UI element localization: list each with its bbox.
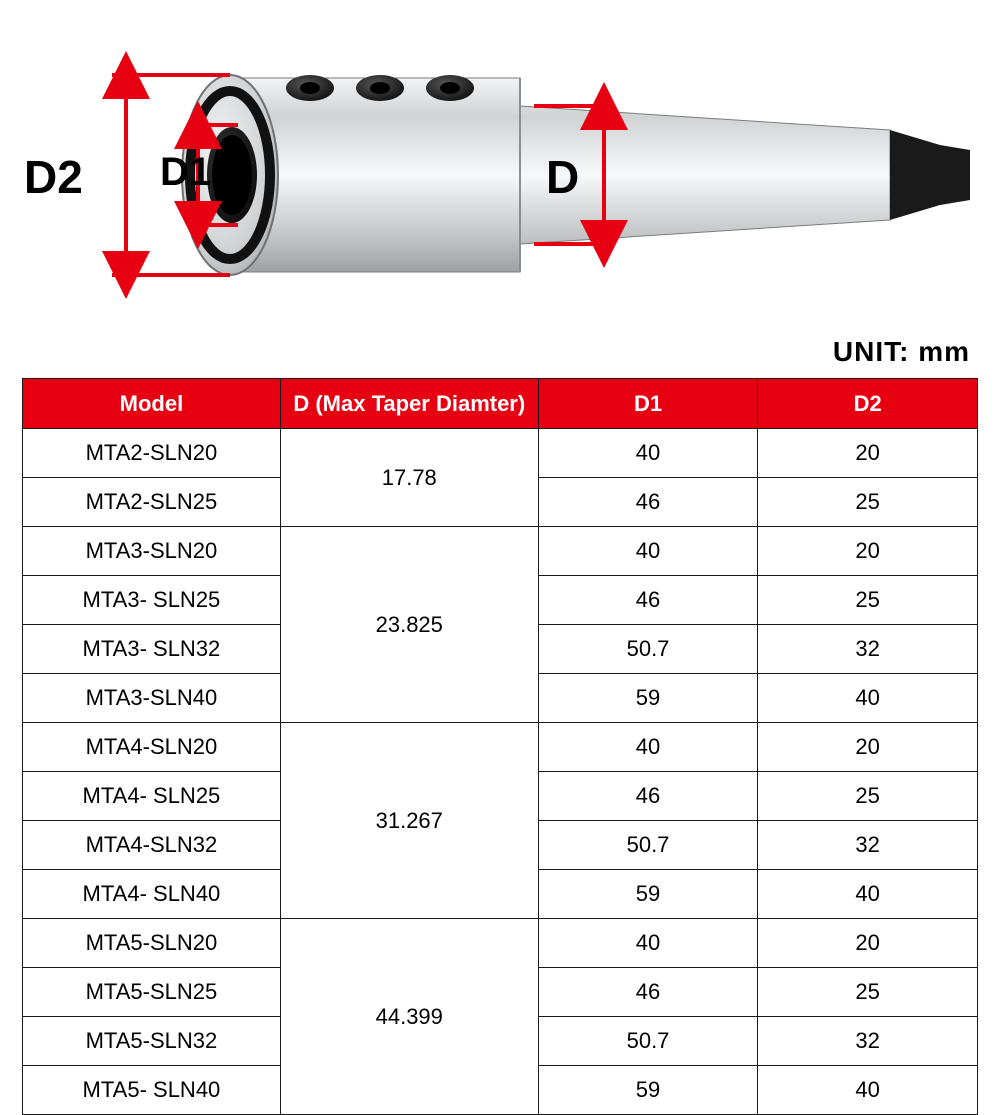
cell-d1: 46	[538, 968, 758, 1017]
table-row: MTA3-SLN2023.8254020	[23, 527, 978, 576]
cell-d1: 59	[538, 870, 758, 919]
cell-d2: 40	[758, 1066, 978, 1115]
cell-taper: 31.267	[280, 723, 538, 919]
cell-d2: 25	[758, 968, 978, 1017]
tool-diagram: D2 D1 D	[0, 0, 1000, 330]
col-d2: D2	[758, 379, 978, 429]
cell-d1: 50.7	[538, 625, 758, 674]
spec-table: Model D (Max Taper Diamter) D1 D2 MTA2-S…	[22, 378, 978, 1115]
cell-taper: 17.78	[280, 429, 538, 527]
cell-taper: 44.399	[280, 919, 538, 1115]
cell-d2: 20	[758, 429, 978, 478]
cell-d2: 20	[758, 723, 978, 772]
table-row: MTA2-SLN2017.784020	[23, 429, 978, 478]
label-d2: D2	[24, 150, 83, 204]
col-d: D (Max Taper Diamter)	[280, 379, 538, 429]
cell-model: MTA3- SLN25	[23, 576, 281, 625]
cell-model: MTA3-SLN40	[23, 674, 281, 723]
cell-d1: 46	[538, 772, 758, 821]
cell-model: MTA3-SLN20	[23, 527, 281, 576]
cell-model: MTA4-SLN32	[23, 821, 281, 870]
cell-taper: 23.825	[280, 527, 538, 723]
cell-model: MTA3- SLN32	[23, 625, 281, 674]
cell-d1: 59	[538, 674, 758, 723]
table-header-row: Model D (Max Taper Diamter) D1 D2	[23, 379, 978, 429]
cell-model: MTA5-SLN25	[23, 968, 281, 1017]
table-row: MTA4-SLN2031.2674020	[23, 723, 978, 772]
cell-d2: 40	[758, 674, 978, 723]
cell-d2: 32	[758, 625, 978, 674]
label-d1: D1	[160, 150, 211, 195]
spec-table-wrap: Model D (Max Taper Diamter) D1 D2 MTA2-S…	[0, 378, 1000, 1115]
cell-d1: 40	[538, 919, 758, 968]
cell-model: MTA2-SLN25	[23, 478, 281, 527]
cell-d1: 50.7	[538, 821, 758, 870]
cell-d1: 40	[538, 429, 758, 478]
cell-model: MTA2-SLN20	[23, 429, 281, 478]
cell-model: MTA5- SLN40	[23, 1066, 281, 1115]
label-d: D	[546, 150, 579, 204]
cell-model: MTA4-SLN20	[23, 723, 281, 772]
table-body: MTA2-SLN2017.784020MTA2-SLN254625MTA3-SL…	[23, 429, 978, 1115]
unit-label: UNIT: mm	[0, 330, 1000, 378]
cell-d2: 32	[758, 821, 978, 870]
col-d1: D1	[538, 379, 758, 429]
cell-model: MTA4- SLN25	[23, 772, 281, 821]
cell-d1: 46	[538, 576, 758, 625]
cell-d2: 25	[758, 576, 978, 625]
tool-svg	[0, 0, 1000, 330]
cell-d2: 20	[758, 919, 978, 968]
cell-model: MTA5-SLN20	[23, 919, 281, 968]
cell-d1: 40	[538, 527, 758, 576]
cell-d1: 59	[538, 1066, 758, 1115]
cell-d2: 40	[758, 870, 978, 919]
table-row: MTA5-SLN2044.3994020	[23, 919, 978, 968]
cell-d2: 25	[758, 478, 978, 527]
cell-d1: 50.7	[538, 1017, 758, 1066]
cell-d2: 20	[758, 527, 978, 576]
cell-d1: 40	[538, 723, 758, 772]
cell-d2: 25	[758, 772, 978, 821]
cell-model: MTA4- SLN40	[23, 870, 281, 919]
cell-d1: 46	[538, 478, 758, 527]
cell-d2: 32	[758, 1017, 978, 1066]
col-model: Model	[23, 379, 281, 429]
cell-model: MTA5-SLN32	[23, 1017, 281, 1066]
